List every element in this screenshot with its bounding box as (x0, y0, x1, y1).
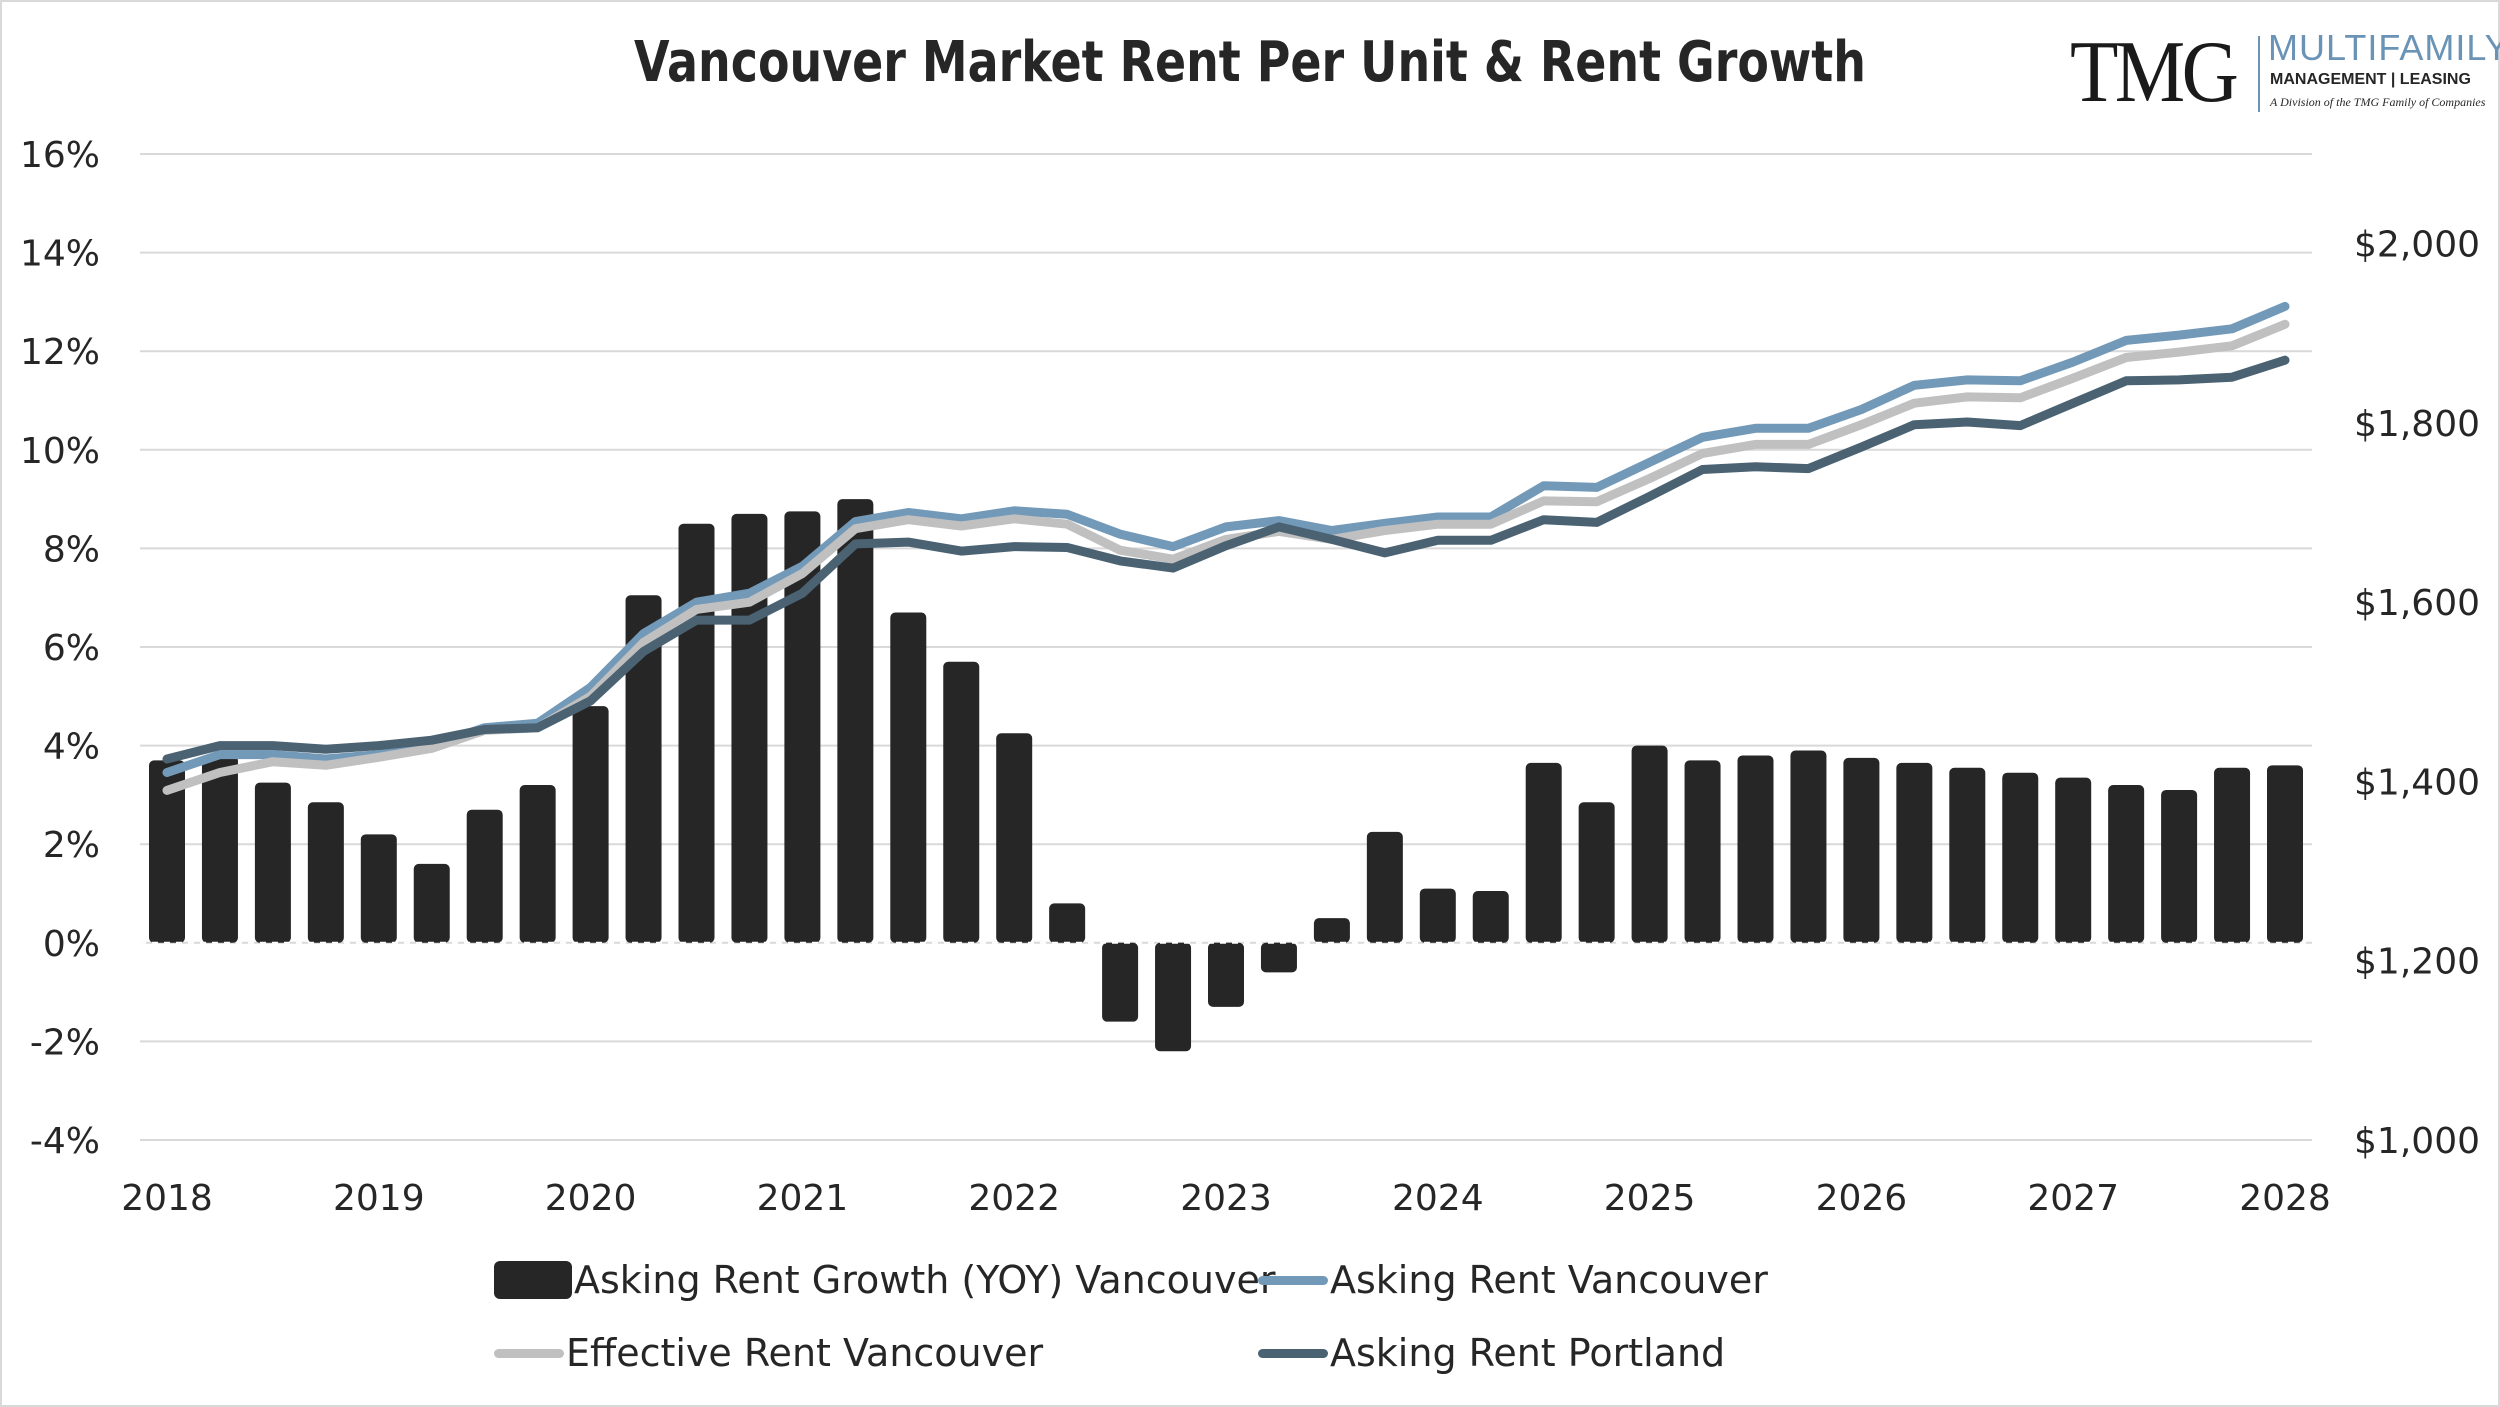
bar-19 (1155, 942, 1192, 1052)
bar-10 (678, 523, 715, 943)
bar-2 (254, 782, 291, 943)
bar-31 (1790, 750, 1827, 943)
left-tick-label-2: 0% (43, 924, 100, 965)
left-tick-label-7: 10% (20, 431, 100, 472)
bar-27 (1578, 802, 1615, 943)
axis-ticks: -4% -2% 0% 2% 4% 6% 8% 10% 12% 14% 16% $1,000 $1,200… (20, 135, 2480, 1219)
logo-management-leasing: MANAGEMENT | LEASING (2270, 71, 2471, 88)
bar-32 (1843, 757, 1880, 943)
bar-21 (1260, 942, 1297, 973)
x-tick-label-2024: 2024 (1392, 1178, 1484, 1219)
bar-29 (1684, 760, 1721, 943)
left-tick-label-5: 6% (43, 628, 100, 669)
x-tick-label-2022: 2022 (968, 1178, 1060, 1219)
x-tick-label-2023: 2023 (1180, 1178, 1272, 1219)
bar-15 (943, 661, 980, 943)
bar-5 (413, 863, 450, 943)
bar-30 (1737, 755, 1774, 943)
bar-24 (1419, 888, 1456, 943)
bar-35 (2002, 772, 2039, 943)
bar-8 (572, 706, 609, 943)
bar-4 (360, 834, 397, 943)
left-tick-label-3: 2% (43, 825, 100, 866)
bar-39 (2214, 767, 2251, 943)
x-tick-label-2021: 2021 (757, 1178, 849, 1219)
bar-17 (1049, 903, 1086, 943)
bar-22 (1313, 918, 1350, 943)
bar-6 (466, 809, 503, 943)
bar-23 (1366, 831, 1403, 943)
bar-11 (731, 513, 768, 943)
chart-title: Vancouver Market Rent Per Unit & Rent Gr… (634, 30, 1866, 95)
bar-37 (2108, 785, 2145, 943)
line-effective-rent-vancouver (162, 319, 2290, 795)
bar-16 (996, 733, 1033, 943)
line-asking-rent-portland (162, 355, 2290, 764)
bar-7 (519, 785, 556, 943)
bar-20 (1208, 942, 1244, 1007)
x-tick-label-2018: 2018 (121, 1178, 213, 1219)
bar-18 (1102, 942, 1139, 1022)
x-tick-label-2026: 2026 (1816, 1178, 1908, 1219)
right-tick-label-2: $1,400 (2354, 762, 2480, 803)
x-tick-label-2025: 2025 (1604, 1178, 1696, 1219)
left-tick-label-1: -2% (30, 1022, 100, 1063)
bar-40 (2267, 765, 2303, 943)
bar-0 (149, 760, 185, 943)
bar-9 (625, 595, 662, 943)
x-tick-label-2020: 2020 (545, 1178, 637, 1219)
bar-14 (890, 612, 927, 943)
bar-3 (307, 802, 344, 943)
bar-33 (1896, 762, 1933, 943)
logo-brand: TMG (2070, 24, 2239, 121)
bar-26 (1525, 762, 1562, 943)
logo-multifamily: MULTIFAMILY (2268, 27, 2500, 68)
bar-36 (2055, 777, 2092, 943)
bar-13 (837, 499, 874, 943)
bar-28 (1631, 745, 1668, 943)
left-tick-label-4: 4% (43, 727, 100, 768)
right-tick-label-5: $2,000 (2354, 225, 2480, 266)
line-series (162, 301, 2290, 795)
logo-divider (2258, 36, 2260, 112)
right-tick-label-0: $1,000 (2354, 1121, 2480, 1162)
bar-25 (1472, 891, 1509, 943)
left-tick-label-8: 12% (20, 332, 100, 373)
x-tick-label-2027: 2027 (2027, 1178, 2119, 1219)
bar-12 (784, 511, 821, 943)
logo-division-text: A Division of the TMG Family of Companie… (2270, 95, 2486, 109)
bar-1 (201, 755, 238, 943)
bar-34 (1949, 767, 1986, 943)
tmg-logo: TMG MULTIFAMILY MANAGEMENT | LEASING A D… (2062, 24, 2500, 121)
right-tick-label-1: $1,200 (2354, 942, 2480, 983)
left-tick-label-9: 14% (20, 234, 100, 275)
bar-series (140, 499, 2312, 1052)
right-tick-label-4: $1,800 (2354, 404, 2480, 445)
left-tick-label-10: 16% (20, 135, 100, 176)
left-tick-label-0: -4% (30, 1121, 100, 1162)
right-tick-label-3: $1,600 (2354, 583, 2480, 624)
bar-38 (2161, 789, 2198, 943)
x-tick-label-2028: 2028 (2239, 1178, 2331, 1219)
x-tick-label-2019: 2019 (333, 1178, 425, 1219)
left-tick-label-6: 8% (43, 529, 100, 570)
